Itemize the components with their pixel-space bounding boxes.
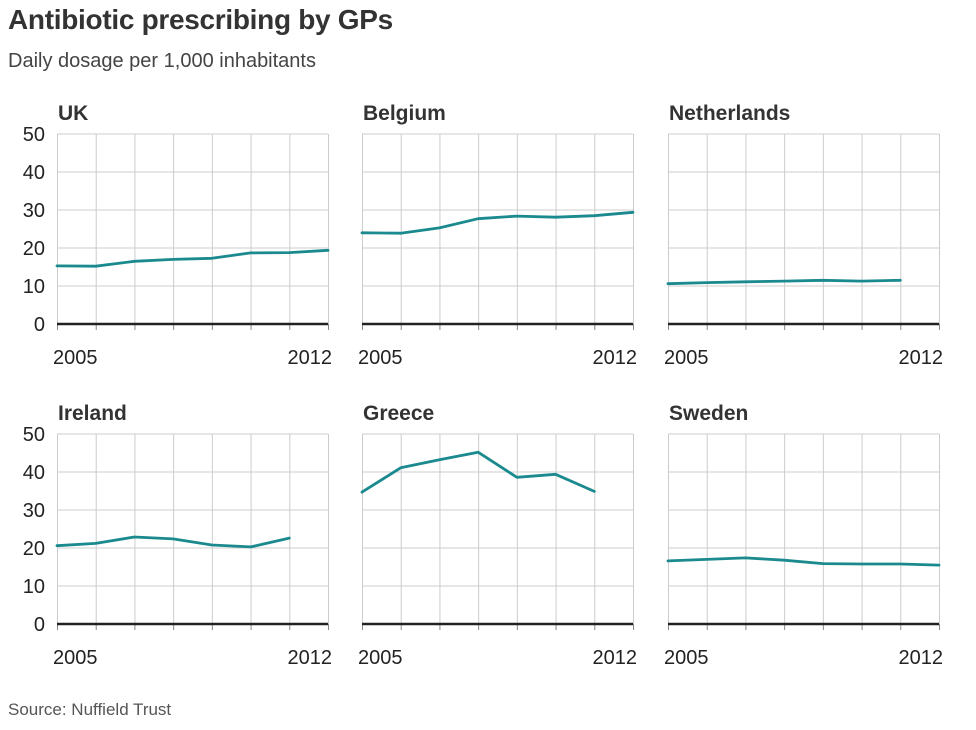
x-tick-label: 2012	[899, 347, 944, 369]
x-tick-label: 2012	[899, 647, 944, 669]
y-tick-label: 30	[23, 500, 45, 522]
panel-sweden: Sweden 2005 2012	[664, 402, 943, 669]
x-tick-label: 2005	[664, 647, 709, 669]
y-tick-label: 40	[23, 162, 45, 184]
series-line-greece	[360, 450, 596, 494]
x-tick-label: 2005	[664, 347, 709, 369]
series-line-uk	[55, 248, 330, 268]
panel-uk: UK 0 10 20 30 40 50 2005 2012	[23, 102, 332, 369]
y-tick-label: 20	[23, 238, 45, 260]
y-tick-label: 0	[34, 614, 45, 636]
panel-belgium: Belgium 2005 2012	[358, 102, 637, 369]
y-tick-label: 30	[23, 200, 45, 222]
panel-ireland: Ireland 0 10 20 30 40 50 2005 2012	[23, 402, 332, 669]
y-tick-label: 50	[23, 424, 45, 446]
x-tick-label: 2005	[53, 647, 98, 669]
source-note: Source: Nuffield Trust	[8, 700, 172, 719]
y-tick-label: 40	[23, 462, 45, 484]
series-line-ireland	[55, 535, 291, 549]
x-tick-label: 2005	[358, 347, 403, 369]
x-tick-label: 2012	[593, 647, 638, 669]
y-tick-label: 10	[23, 576, 45, 598]
panel-greece: Greece 2005 2012	[358, 402, 637, 669]
chart-subtitle: Daily dosage per 1,000 inhabitants	[8, 50, 316, 72]
panel-title: Belgium	[363, 102, 446, 125]
chart-title: Antibiotic prescribing by GPs	[8, 4, 393, 35]
panel-title: Greece	[363, 402, 434, 425]
panel-title: Sweden	[669, 402, 748, 425]
series-line-sweden	[666, 556, 941, 567]
panel-title: Ireland	[58, 402, 127, 425]
x-tick-label: 2005	[358, 647, 403, 669]
panel-netherlands: Netherlands 2005 2012	[664, 102, 943, 369]
y-tick-label: 50	[23, 124, 45, 146]
series-line-belgium	[360, 210, 635, 235]
x-tick-label: 2012	[288, 647, 333, 669]
y-tick-label: 0	[34, 314, 45, 336]
x-tick-label: 2012	[593, 347, 638, 369]
panel-title: Netherlands	[669, 102, 790, 125]
y-tick-label: 20	[23, 538, 45, 560]
panel-title: UK	[58, 102, 88, 125]
x-tick-label: 2012	[288, 347, 333, 369]
y-tick-label: 10	[23, 276, 45, 298]
x-tick-label: 2005	[53, 347, 98, 369]
series-line-netherlands	[666, 278, 902, 286]
